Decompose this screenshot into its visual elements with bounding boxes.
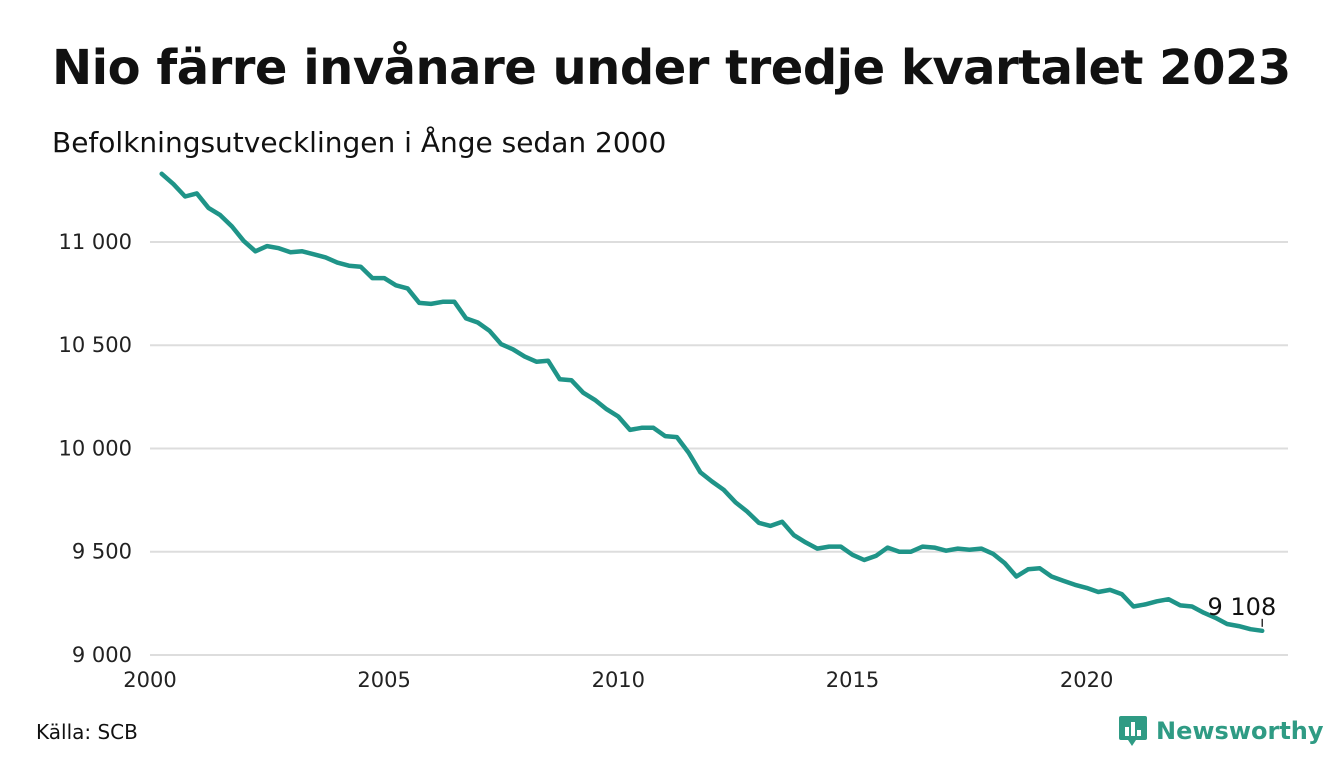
y-tick-label: 9 000 <box>72 643 132 667</box>
newsworthy-logo-icon <box>1119 716 1147 746</box>
y-tick-label: 10 500 <box>59 333 132 357</box>
x-tick-label: 2005 <box>357 668 410 692</box>
brand-logo: Newsworthy <box>1118 714 1324 748</box>
x-tick-label: 2015 <box>826 668 879 692</box>
y-tick-label: 11 000 <box>59 230 132 254</box>
y-tick-label: 9 500 <box>72 540 132 564</box>
chart-title: Nio färre invånare under tredje kvartale… <box>52 40 1291 96</box>
x-tick-label: 2020 <box>1060 668 1113 692</box>
series-line <box>159 171 1265 634</box>
x-axis: 2000 2005 2010 2015 2020 <box>123 668 1113 692</box>
chart-subtitle: Befolkningsutvecklingen i Ånge sedan 200… <box>52 126 667 159</box>
end-value-label: 9 108 <box>1208 593 1277 621</box>
x-tick-label: 2000 <box>123 668 176 692</box>
source-note: Källa: SCB <box>36 720 138 744</box>
y-axis: 9 000 9 500 10 000 10 500 11 000 <box>59 230 132 667</box>
grid-lines <box>150 240 1288 656</box>
line-chart: 9 000 9 500 10 000 10 500 11 000 2000 2005 201… <box>59 171 1288 692</box>
x-tick-label: 2010 <box>592 668 645 692</box>
plot-area: 9 108 <box>159 171 1277 634</box>
y-tick-label: 10 000 <box>59 436 132 460</box>
brand-name: Newsworthy <box>1156 717 1324 745</box>
